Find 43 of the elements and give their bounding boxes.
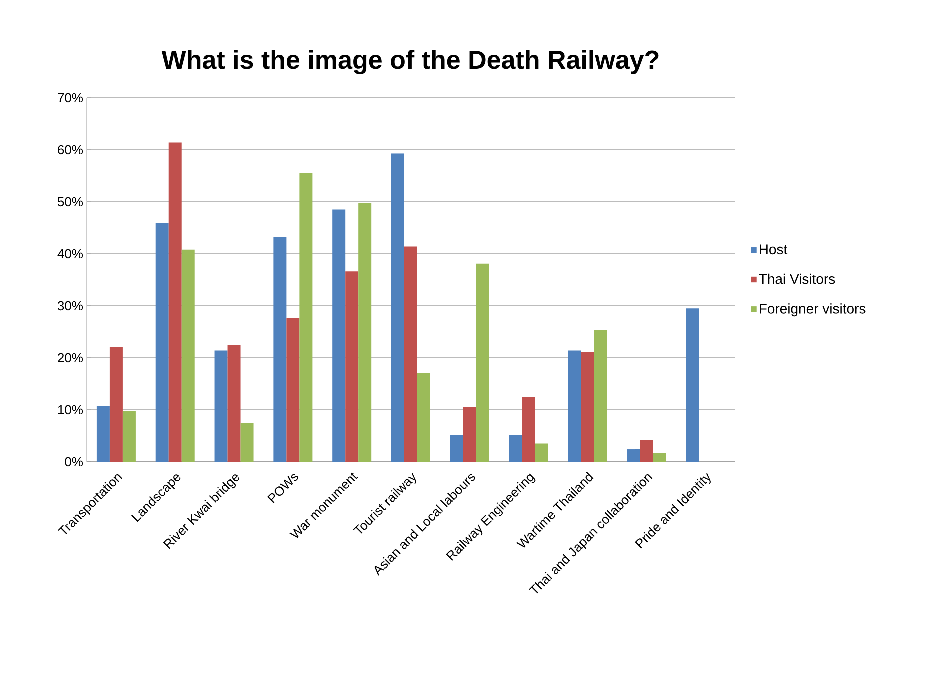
bar — [522, 398, 536, 462]
legend-label: Thai Visitors — [759, 274, 836, 284]
bar — [450, 434, 464, 462]
bar — [286, 318, 300, 462]
bar — [96, 406, 110, 462]
bar — [418, 373, 431, 462]
bar — [274, 237, 287, 462]
y-tick-label: 20% — [58, 353, 84, 363]
y-tick-label: 40% — [58, 249, 84, 259]
chart-title: What is the image of the Death Railway? — [162, 50, 659, 74]
bar — [168, 142, 182, 462]
bar — [214, 350, 228, 462]
bar — [332, 210, 346, 462]
y-tick-label: 10% — [58, 405, 84, 415]
bar — [228, 345, 241, 462]
bar — [594, 330, 608, 462]
y-tick-label: 50% — [58, 197, 84, 207]
y-tick-label: 30% — [58, 301, 84, 311]
bar — [300, 173, 313, 462]
bar — [476, 264, 490, 462]
bar — [653, 453, 666, 462]
y-tick-label: 70% — [58, 93, 84, 103]
bar — [686, 308, 700, 462]
bar — [581, 352, 594, 462]
y-tick-label: 60% — [58, 145, 84, 155]
bar — [122, 411, 136, 462]
bar — [509, 434, 522, 462]
bar — [240, 424, 254, 462]
y-tick-label: 0% — [65, 457, 84, 467]
bar — [392, 154, 405, 462]
bar — [156, 223, 169, 462]
bar — [110, 347, 123, 462]
bar — [535, 444, 548, 462]
bar — [358, 203, 372, 462]
bar — [404, 246, 418, 462]
legend-label: Foreigner visitors — [760, 304, 866, 317]
bar — [640, 440, 654, 462]
legend-label: Host — [760, 244, 788, 255]
bar — [463, 407, 476, 462]
bar — [182, 250, 195, 462]
bar — [568, 350, 582, 462]
bar — [346, 272, 359, 462]
bar — [627, 450, 640, 462]
